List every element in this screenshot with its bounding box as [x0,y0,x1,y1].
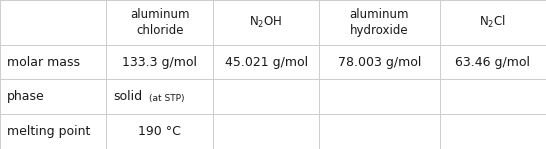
Text: $\mathregular{N_2Cl}$: $\mathregular{N_2Cl}$ [479,14,506,30]
Bar [213,79,319,114]
Bar [0,79,106,114]
Text: aluminum
hydroxide: aluminum hydroxide [350,8,409,37]
Bar [440,45,546,79]
Text: solid: solid [113,90,142,103]
Bar [106,0,213,45]
Text: 190 °C: 190 °C [138,125,181,138]
Bar [213,45,319,79]
Text: $\mathregular{N_2OH}$: $\mathregular{N_2OH}$ [250,15,283,30]
Bar [440,0,546,45]
Bar [213,0,319,45]
Bar [440,79,546,114]
Bar [106,114,213,149]
Bar [106,79,213,114]
Text: phase: phase [7,90,44,103]
Bar [319,45,440,79]
Text: aluminum
chloride: aluminum chloride [130,8,189,37]
Bar [0,45,106,79]
Bar [0,0,106,45]
Bar [319,79,440,114]
Text: 45.021 g/mol: 45.021 g/mol [224,56,308,69]
Bar [106,45,213,79]
Bar [0,114,106,149]
Text: 133.3 g/mol: 133.3 g/mol [122,56,197,69]
Bar [319,0,440,45]
Text: 78.003 g/mol: 78.003 g/mol [338,56,421,69]
Bar [319,114,440,149]
Text: melting point: melting point [7,125,90,138]
Text: 63.46 g/mol: 63.46 g/mol [455,56,530,69]
Text: (at STP): (at STP) [149,94,184,103]
Bar [440,114,546,149]
Text: molar mass: molar mass [7,56,80,69]
Bar [213,114,319,149]
